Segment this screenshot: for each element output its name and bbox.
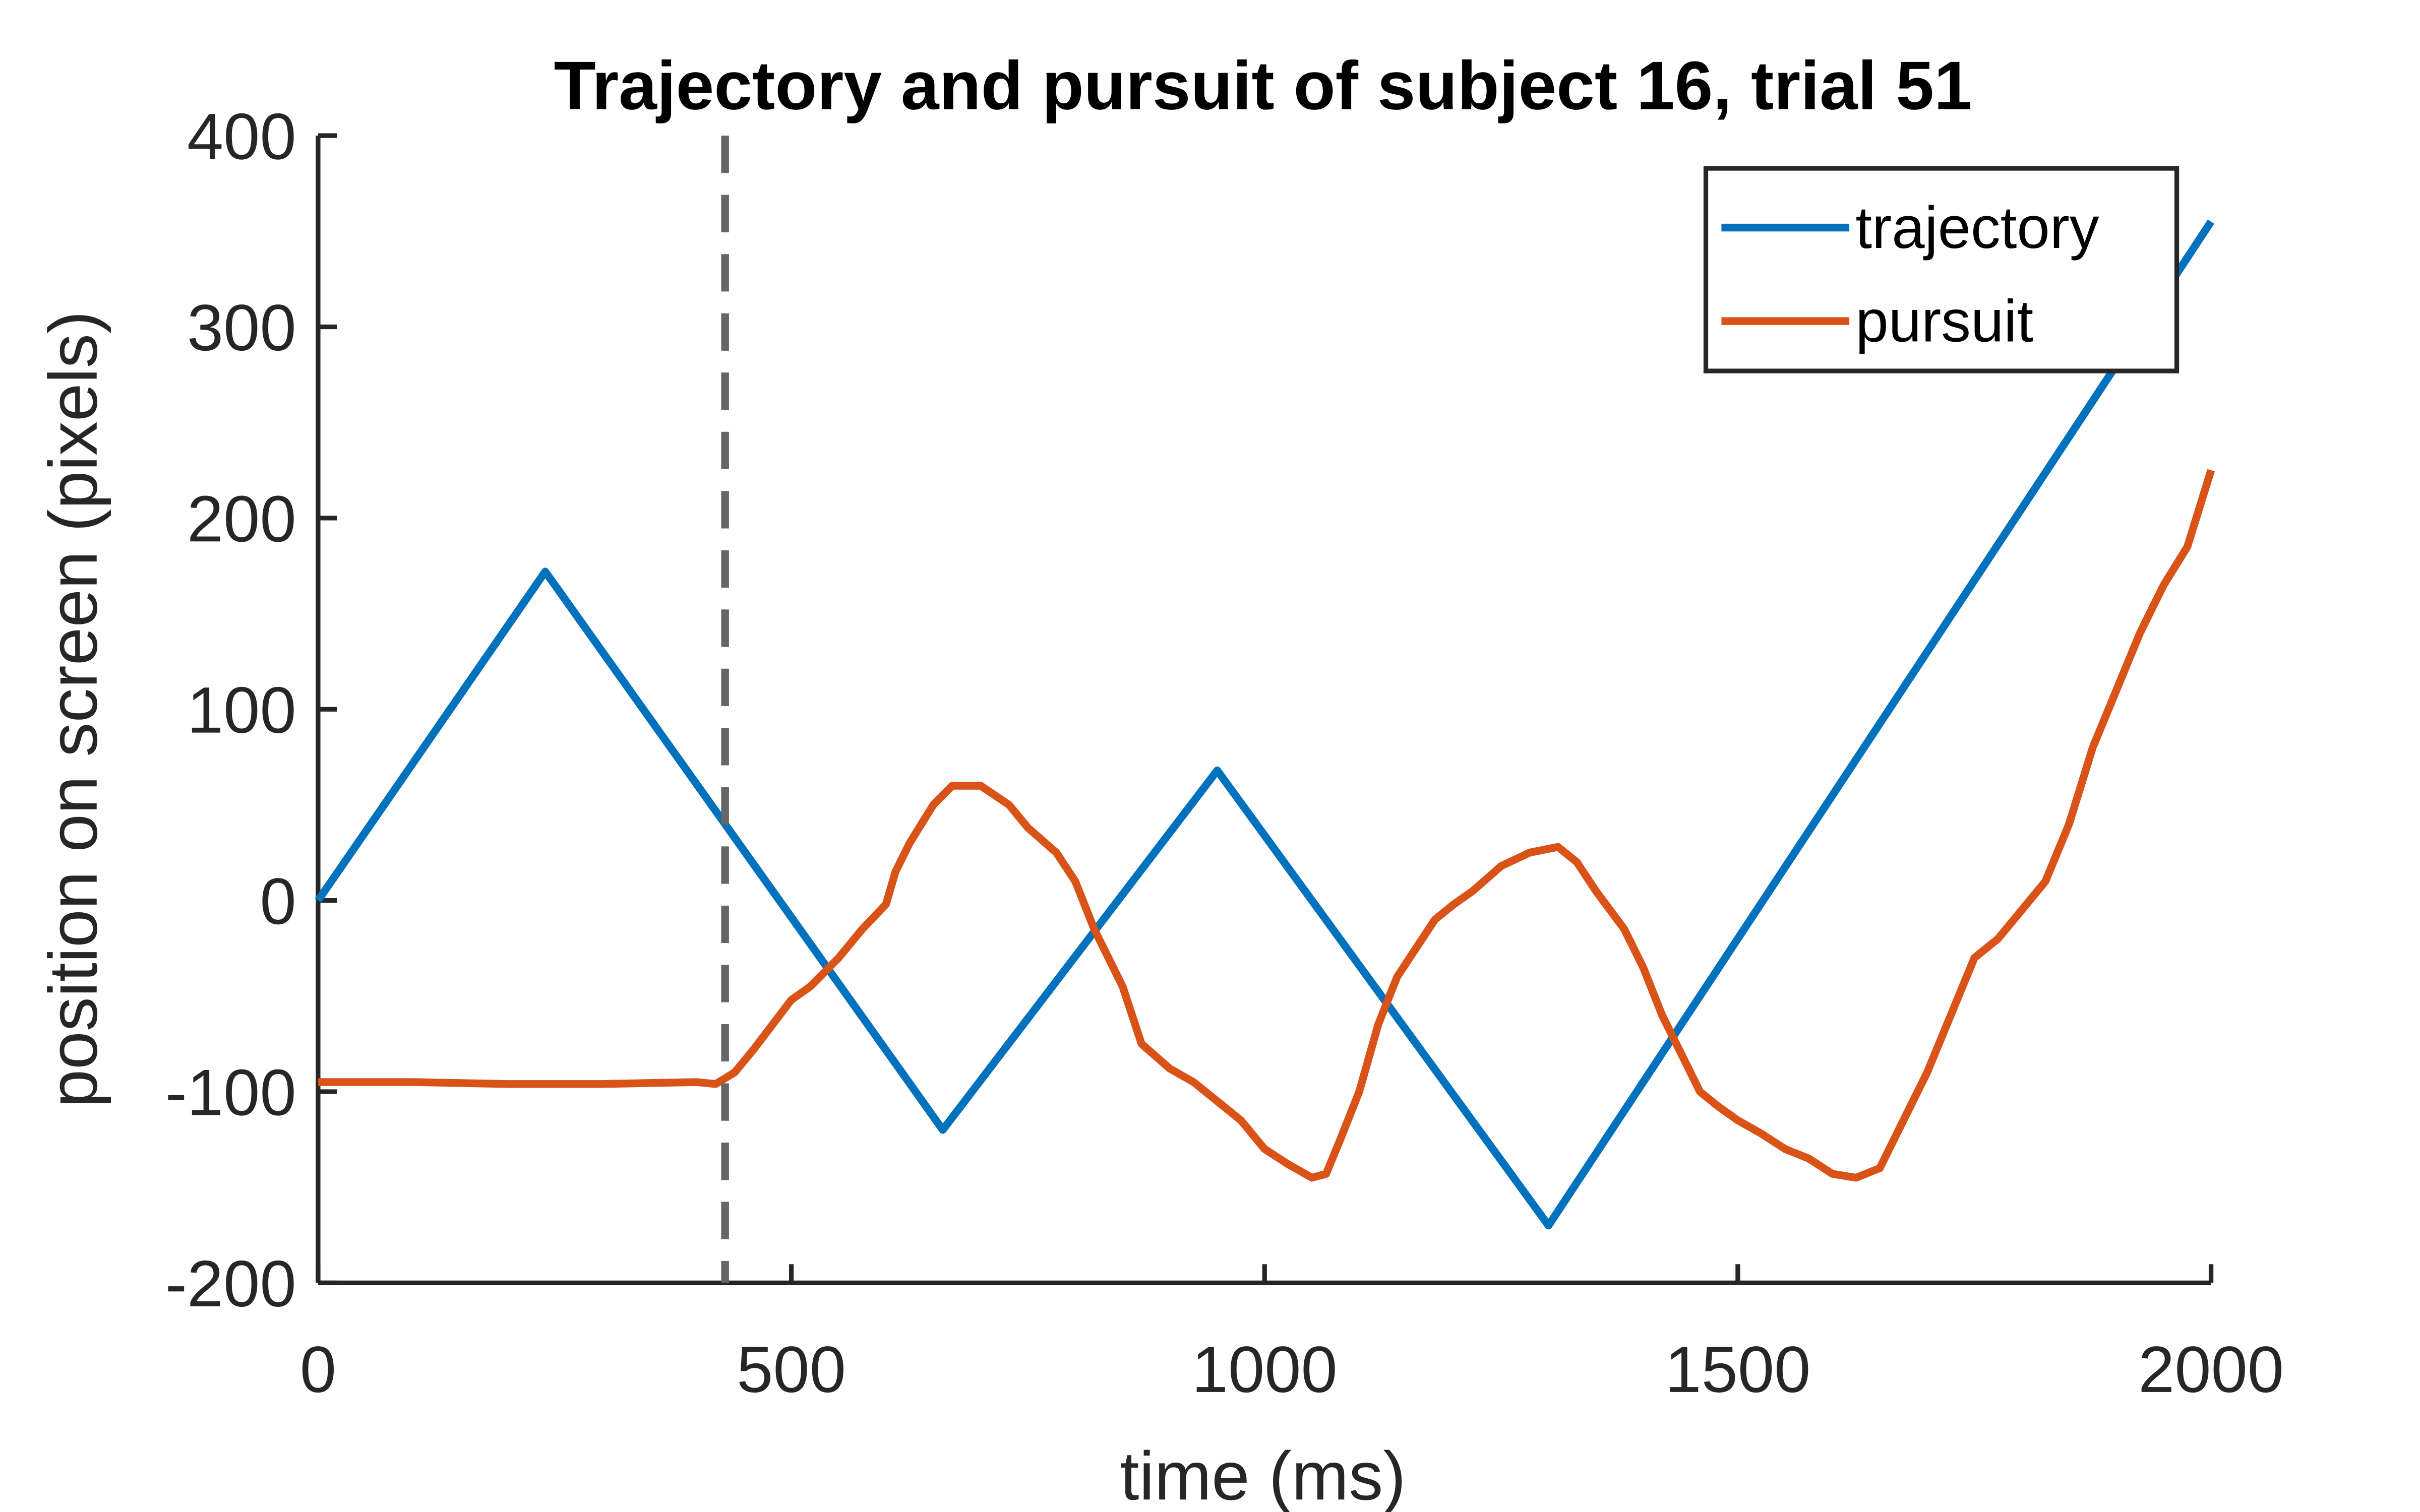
chart-title: Trajectory and pursuit of subject 16, tr…: [554, 47, 1972, 123]
legend-label: pursuit: [1855, 288, 2033, 354]
y-tick-label: 400: [187, 99, 296, 173]
x-tick-label: 500: [737, 1333, 846, 1406]
legend-label: trajectory: [1855, 195, 2099, 261]
x-tick-label: 0: [300, 1333, 336, 1406]
series-line: [315, 219, 2215, 1230]
y-axis-label: position on screen (pixels): [35, 311, 111, 1108]
y-tick-label: -200: [165, 1247, 296, 1320]
legend-box: [1703, 166, 2180, 373]
y-tick-label: -100: [165, 1055, 296, 1129]
y-tick-label: 100: [187, 673, 296, 747]
y-tick-label: 200: [187, 482, 296, 555]
x-axis-label: time (ms): [1120, 1437, 1406, 1512]
x-tick-label: 1000: [1192, 1333, 1338, 1406]
y-tick-label: 300: [187, 291, 296, 364]
series-line: [318, 469, 2215, 1182]
y-tick-label: 0: [260, 864, 296, 938]
x-tick-label: 2000: [2138, 1333, 2284, 1406]
x-tick-label: 1500: [1665, 1333, 1810, 1406]
